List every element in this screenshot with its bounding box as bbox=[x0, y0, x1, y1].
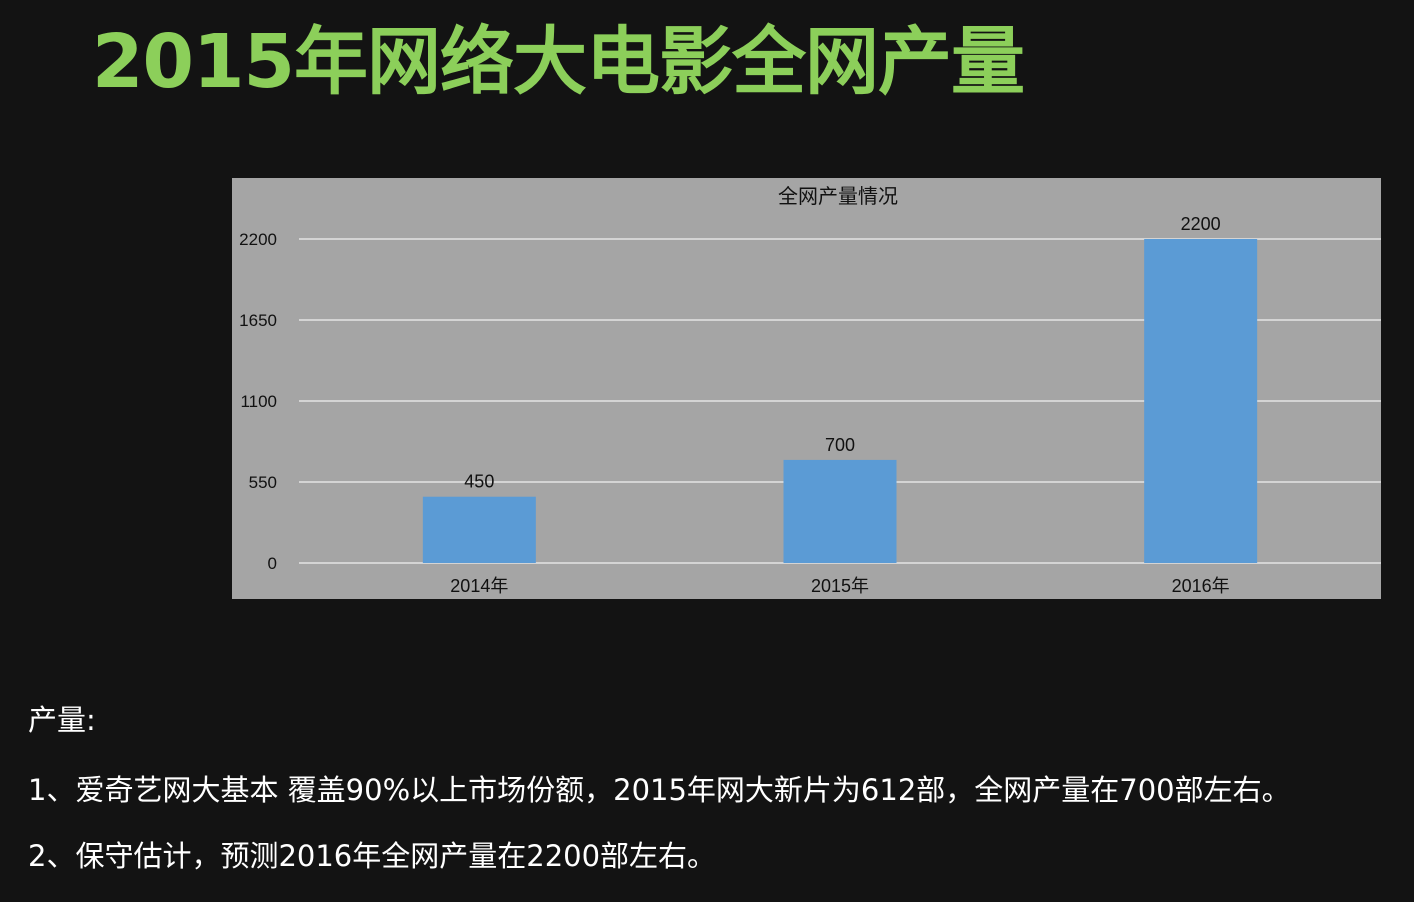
bar-chart: 全网产量情况 0 550 1100 1650 2200 450 2014年 700 2015年 22… bbox=[232, 178, 1381, 599]
data-label-2: 2200 bbox=[1181, 214, 1221, 234]
y-tick-label-0: 0 bbox=[268, 554, 277, 573]
y-tick-label-1650: 1650 bbox=[239, 311, 277, 330]
note-item-1: 1、爱奇艺网大基本 覆盖90%以上市场份额，2015年网大新片为612部，全网产… bbox=[28, 773, 1291, 807]
x-tick-label-1: 2015年 bbox=[811, 576, 869, 596]
bar-0 bbox=[422, 496, 536, 563]
y-tick-label-1100: 1100 bbox=[240, 392, 277, 411]
bar-1 bbox=[783, 459, 897, 563]
data-label-0: 450 bbox=[464, 472, 494, 492]
chart-canvas: 全网产量情况 0 550 1100 1650 2200 450 2014年 700 2015年 22… bbox=[239, 185, 1381, 596]
x-tick-label-0: 2014年 bbox=[450, 576, 508, 596]
data-label-1: 700 bbox=[825, 435, 855, 455]
x-tick-label-2: 2016年 bbox=[1172, 576, 1230, 596]
notes-heading: 产量: bbox=[28, 703, 96, 737]
y-tick-label-550: 550 bbox=[249, 473, 277, 492]
note-item-2: 2、保守估计，预测2016年全网产量在2200部左右。 bbox=[28, 839, 717, 873]
slide-title: 2015年网络大电影全网产量 bbox=[92, 19, 1025, 105]
y-tick-label-2200: 2200 bbox=[239, 230, 277, 249]
bar-2 bbox=[1144, 239, 1258, 563]
chart-title: 全网产量情况 bbox=[778, 185, 898, 208]
